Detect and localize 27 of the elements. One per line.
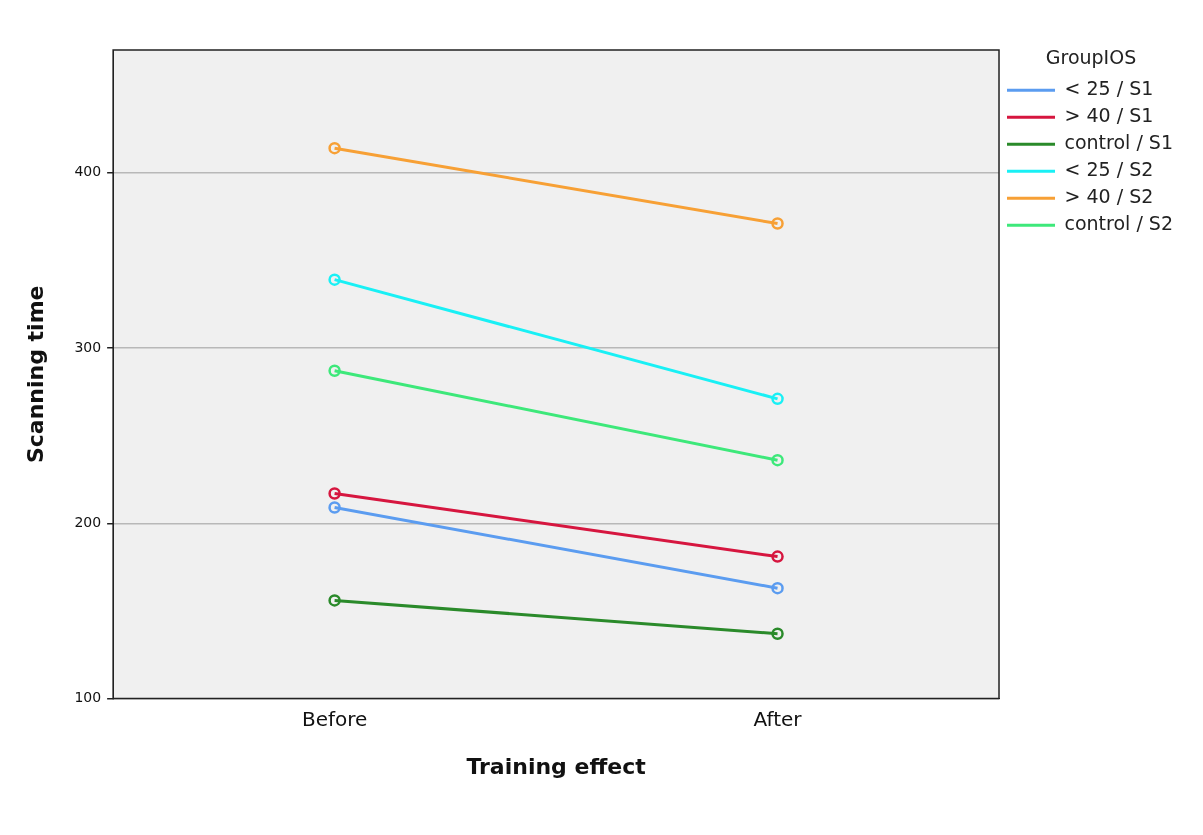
point bbox=[771, 217, 784, 230]
legend-label: < 25 / S1 bbox=[1064, 77, 1154, 100]
point bbox=[771, 627, 784, 640]
point bbox=[328, 501, 341, 514]
point bbox=[328, 487, 341, 500]
legend-label: < 25 / S2 bbox=[1064, 158, 1154, 181]
point bbox=[328, 594, 341, 607]
legend-label: control / S1 bbox=[1064, 131, 1174, 154]
y-tick-label: 400 bbox=[74, 163, 102, 180]
point bbox=[771, 392, 784, 406]
legend-title: GroupIOS bbox=[1045, 46, 1137, 69]
point bbox=[771, 550, 784, 563]
y-axis-title: Scanning time bbox=[22, 285, 48, 464]
x-tick-label: After bbox=[753, 706, 803, 731]
point bbox=[328, 141, 341, 155]
y-tick-label: 200 bbox=[74, 513, 102, 530]
legend-label: > 40 / S1 bbox=[1064, 104, 1154, 127]
point bbox=[771, 581, 784, 595]
legend-label: control / S2 bbox=[1064, 212, 1174, 235]
x-axis-title: Training effect bbox=[466, 753, 647, 779]
x-tick-label: Before bbox=[301, 706, 368, 731]
point bbox=[328, 364, 341, 378]
legend-label: > 40 / S2 bbox=[1064, 185, 1154, 208]
y-tick-label: 300 bbox=[74, 338, 102, 355]
point bbox=[328, 273, 341, 286]
y-tick-label: 100 bbox=[74, 689, 102, 706]
point bbox=[771, 453, 784, 467]
